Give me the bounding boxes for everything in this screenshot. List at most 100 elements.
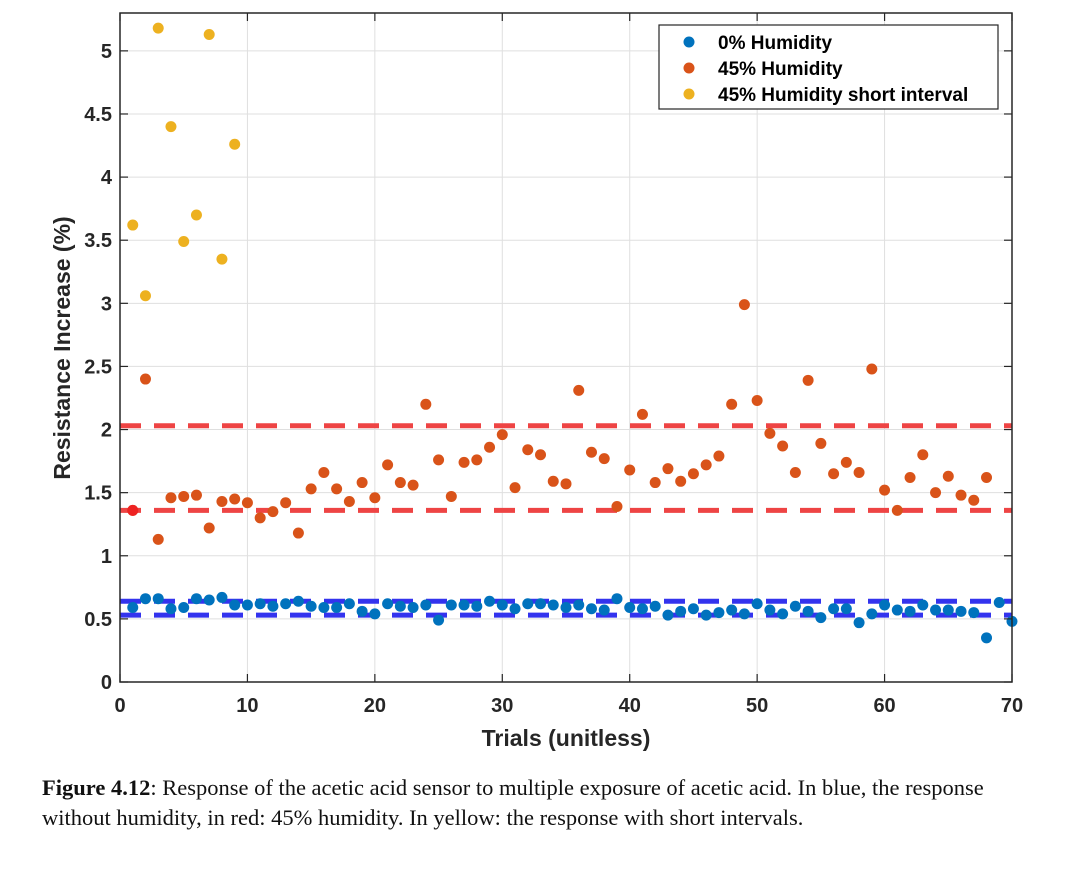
x-tick-label: 0: [114, 695, 125, 717]
series-45-humidity: [127, 299, 993, 545]
data-point: [764, 427, 776, 439]
data-point: [496, 429, 508, 441]
data-point: [369, 608, 381, 620]
data-point: [560, 602, 572, 614]
data-point: [292, 595, 304, 607]
data-point: [802, 374, 814, 386]
y-tick-label: 1: [101, 546, 112, 568]
data-point: [509, 482, 521, 494]
data-point: [866, 608, 878, 620]
data-point: [866, 363, 878, 375]
data-point: [904, 472, 916, 484]
data-point: [331, 483, 343, 495]
data-point: [713, 607, 725, 619]
data-point: [522, 444, 534, 456]
data-point: [433, 454, 445, 466]
data-point: [573, 599, 585, 611]
data-point: [152, 22, 164, 34]
data-point: [891, 604, 903, 616]
legend-label-0-humidity: 0% Humidity: [718, 33, 832, 54]
data-point: [904, 605, 916, 617]
data-point: [254, 598, 266, 610]
data-point: [420, 398, 432, 410]
data-point: [216, 591, 228, 603]
data-point: [662, 463, 674, 475]
data-point: [942, 604, 954, 616]
x-tick-label: 70: [1001, 695, 1023, 717]
data-point: [394, 477, 406, 489]
data-point: [636, 408, 648, 420]
data-point: [636, 603, 648, 615]
data-point: [484, 595, 496, 607]
data-point: [700, 609, 712, 621]
data-point: [178, 235, 190, 247]
data-point: [853, 466, 865, 478]
data-point: [127, 602, 139, 614]
data-point: [331, 602, 343, 614]
plot-area: [120, 13, 1012, 682]
data-point: [981, 632, 993, 644]
data-point: [369, 492, 381, 504]
data-point: [382, 459, 394, 471]
data-point: [611, 593, 623, 605]
data-point: [955, 489, 967, 501]
data-point: [190, 593, 202, 605]
y-tick-label: 0: [101, 672, 112, 694]
data-point: [356, 605, 368, 617]
data-point: [203, 522, 215, 534]
data-point: [471, 600, 483, 612]
data-point: [675, 605, 687, 617]
series-0-humidity: [127, 591, 1018, 644]
plot-frame: [119, 12, 1013, 683]
data-point: [585, 446, 597, 458]
data-point: [649, 477, 661, 489]
data-point: [828, 468, 840, 480]
x-tick-label: 50: [746, 695, 768, 717]
data-point: [139, 373, 151, 385]
legend-marker-45-humidity: [683, 62, 695, 74]
data-point: [178, 602, 190, 614]
data-point: [535, 598, 547, 610]
y-tick-label: 4: [101, 167, 113, 189]
y-tick-label: 2.5: [84, 356, 112, 378]
data-point: [445, 490, 457, 502]
data-point: [458, 456, 470, 468]
data-point: [764, 604, 776, 616]
data-point: [535, 449, 547, 461]
figure-caption: Figure 4.12: Response of the acetic acid…: [42, 773, 1052, 833]
data-point: [968, 607, 980, 619]
data-point: [726, 398, 738, 410]
data-point: [241, 497, 253, 509]
data-point: [509, 603, 521, 615]
data-point: [484, 441, 496, 453]
data-point: [624, 602, 636, 614]
data-point: [815, 437, 827, 449]
data-point: [165, 603, 177, 615]
caption-text: : Response of the acetic acid sensor to …: [42, 775, 984, 830]
y-tick-label: 5: [101, 41, 112, 63]
data-point: [598, 604, 610, 616]
data-point: [165, 121, 177, 133]
data-point: [687, 468, 699, 480]
data-point: [471, 454, 483, 466]
data-point: [942, 470, 954, 482]
x-axis-ticks: 0 10 20 30 40 50 60 70: [114, 13, 1023, 717]
y-tick-label: 3.5: [84, 230, 112, 252]
data-point: [280, 497, 292, 509]
data-point: [789, 466, 801, 478]
data-point: [394, 600, 406, 612]
data-point: [611, 501, 623, 513]
data-point: [305, 483, 317, 495]
caption-label: Figure 4.12: [42, 775, 151, 800]
data-point: [751, 395, 763, 407]
x-tick-label: 10: [236, 695, 258, 717]
data-point: [190, 489, 202, 501]
data-point: [254, 512, 266, 524]
y-axis-ticks: 0 0.5 1 1.5 2 2.5 3 3.5 4 4.5 5: [84, 41, 1012, 694]
data-point: [241, 599, 253, 611]
data-point: [522, 598, 534, 610]
data-point: [433, 614, 445, 626]
data-point: [649, 600, 661, 612]
data-point: [840, 456, 852, 468]
x-tick-label: 40: [619, 695, 641, 717]
